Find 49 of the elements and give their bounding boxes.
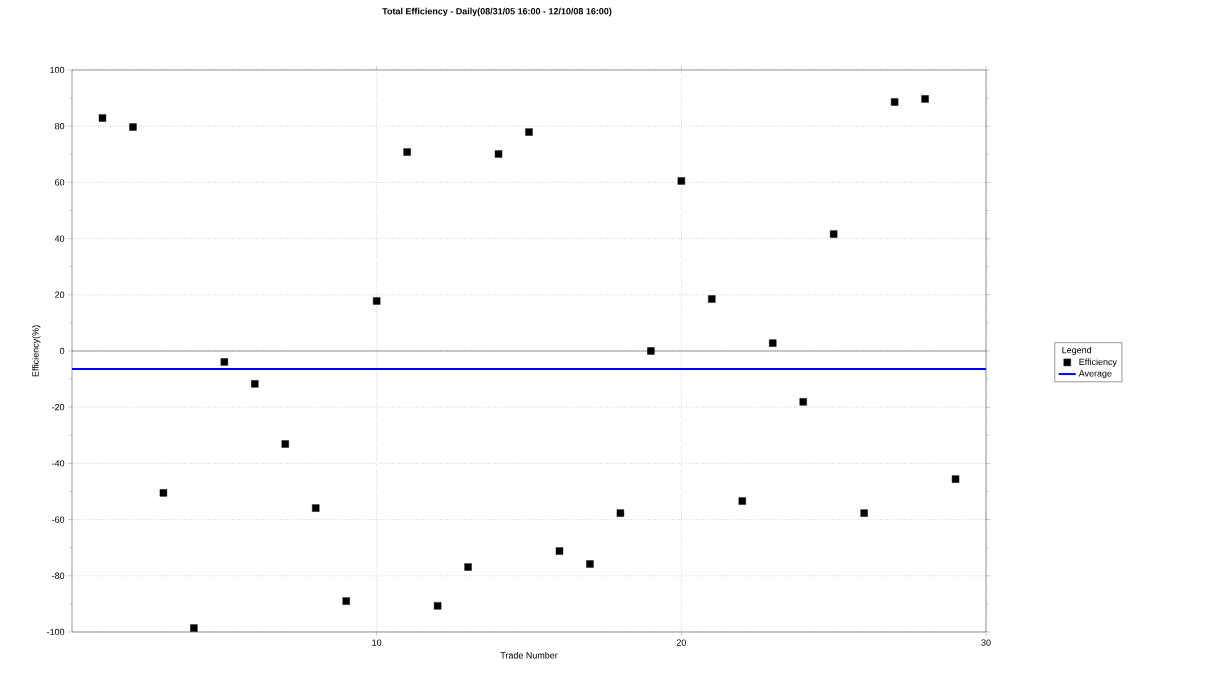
point xyxy=(312,504,320,512)
point xyxy=(159,489,168,497)
point xyxy=(769,339,777,347)
point xyxy=(586,560,594,568)
point xyxy=(98,114,107,122)
point xyxy=(525,128,533,136)
x-tick-label: 10 xyxy=(372,639,382,646)
y-tick-label: -100 xyxy=(47,628,65,636)
point xyxy=(647,347,655,355)
point xyxy=(433,602,442,610)
y-tick-label: 100 xyxy=(50,66,65,74)
y-tick-label: -60 xyxy=(52,516,65,523)
point xyxy=(281,440,289,448)
x-tick-label: 20 xyxy=(676,639,686,646)
point xyxy=(190,624,198,632)
point xyxy=(890,98,899,106)
y-tick-label: -80 xyxy=(52,572,65,579)
legend-label: Average xyxy=(1078,370,1112,379)
point xyxy=(372,297,381,305)
y-tick-label: 80 xyxy=(54,123,65,130)
point xyxy=(342,597,350,605)
y-tick-label: -40 xyxy=(52,460,65,467)
y-tick-label: 20 xyxy=(55,291,65,298)
y-tick-label: 0 xyxy=(59,347,65,355)
y-tick-label: 60 xyxy=(55,179,65,186)
point xyxy=(251,380,259,388)
legend-label: Efficiency xyxy=(1079,358,1117,367)
x-axis-title: Trade Number xyxy=(500,651,558,659)
point xyxy=(616,509,625,517)
y-axis-title: Efficiency(%) xyxy=(32,325,41,377)
point xyxy=(555,547,564,555)
point xyxy=(677,177,686,185)
point xyxy=(951,475,960,483)
y-tick-label: 40 xyxy=(54,235,65,242)
chart-title: Total Efficiency - Daily(08/31/05 16:00 - 12/10/08 16:00) xyxy=(382,7,612,17)
point xyxy=(129,123,137,131)
point xyxy=(708,295,716,303)
point xyxy=(464,563,472,571)
point xyxy=(829,230,838,238)
point xyxy=(738,497,746,505)
y-tick-label: -20 xyxy=(52,404,65,411)
point xyxy=(860,509,868,517)
legend-title: Legend xyxy=(1062,346,1092,355)
point xyxy=(799,398,807,406)
point xyxy=(403,148,411,156)
x-tick-label: 30 xyxy=(981,639,991,646)
point xyxy=(921,95,929,103)
point xyxy=(220,358,229,366)
point xyxy=(494,150,503,158)
